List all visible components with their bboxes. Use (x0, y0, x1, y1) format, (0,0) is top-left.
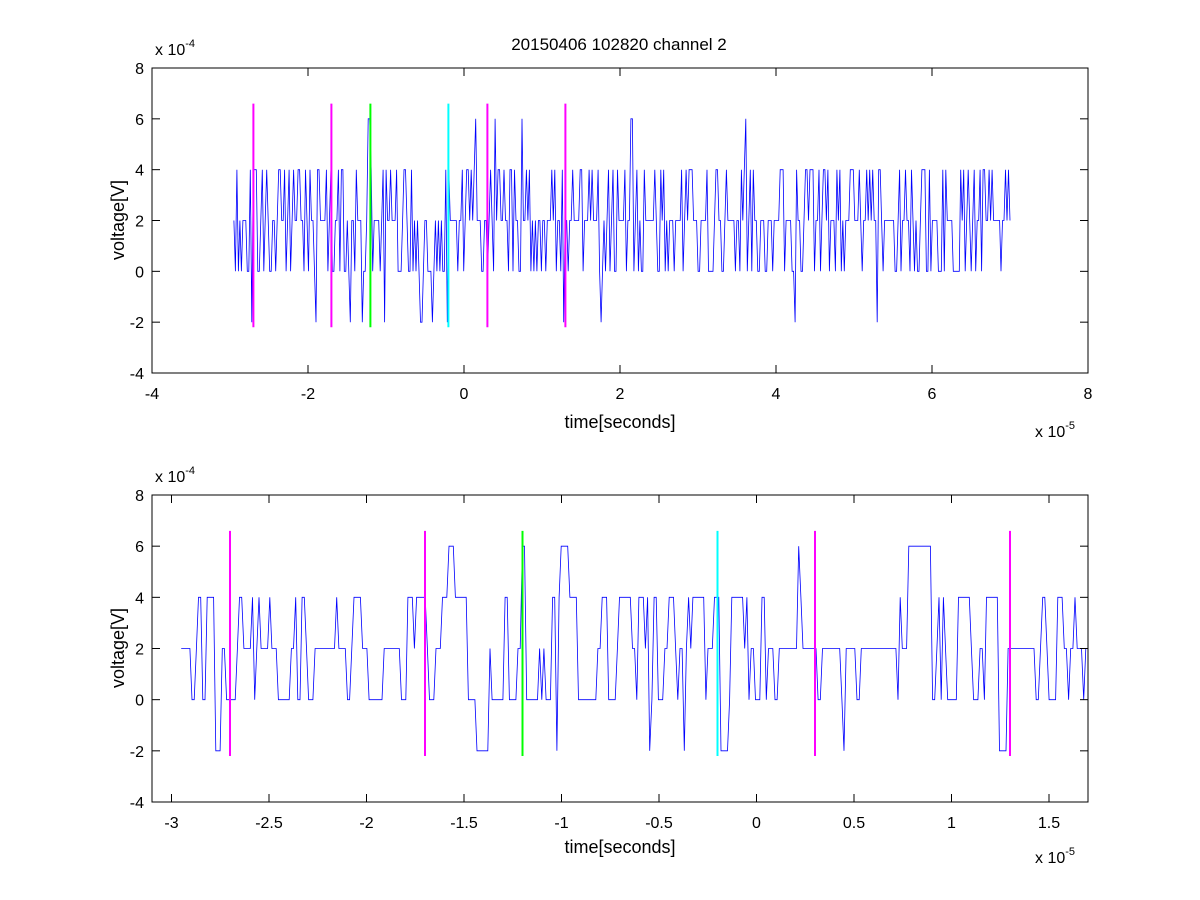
top-y-tick-label: 8 (135, 61, 144, 78)
top-x-tick-label: 2 (616, 386, 625, 403)
top-y-exponent: x 10-4 (155, 38, 195, 59)
top-x-tick-label: -2 (301, 386, 315, 403)
top-signal-trace (233, 118, 1011, 323)
top-y-tick-label: 2 (135, 214, 144, 231)
bottom-x-axis-label: time[seconds] (564, 837, 675, 857)
top-plot: -4 -2 0 2 4 6 8 -4 -2 0 2 4 6 8 time[seconds] voltage… (108, 38, 1093, 441)
figure-title: 20150406 102820 channel 2 (511, 35, 727, 54)
bottom-x-tick-label: -1 (554, 815, 568, 832)
top-y-tick-label: 4 (135, 163, 144, 180)
bottom-y-tick-label: 6 (135, 539, 144, 556)
top-signal-trace-group (233, 118, 1011, 323)
top-y-exponent-base: x 10 (155, 42, 185, 59)
bottom-x-tick-label: -1.5 (450, 815, 478, 832)
top-y-tick-label: -2 (130, 315, 144, 332)
top-y-tick-label: 0 (135, 264, 144, 281)
bottom-y-tick-label: 8 (135, 488, 144, 505)
bottom-x-tick-label: 0 (752, 815, 761, 832)
bottom-x-tick-label: 0.5 (843, 815, 865, 832)
bottom-y-tick-label: 4 (135, 590, 144, 607)
bottom-y-exponent: x 10-4 (155, 465, 195, 486)
top-y-tick-label: 6 (135, 112, 144, 129)
bottom-x-exponent-base: x 10 (1035, 850, 1065, 867)
bottom-plot: -3 -2.5 -2 -1.5 -1 -0.5 0 0.5 1 1.5 -4 -2 0 2 4 6 8 time… (108, 465, 1089, 867)
bottom-y-exponent-base: x 10 (155, 469, 185, 486)
top-axis-ticks: -4 -2 0 2 4 6 8 -4 -2 0 2 4 6 8 (130, 61, 1093, 403)
bottom-x-tick-label: 1.5 (1038, 815, 1060, 832)
bottom-x-tick-label: -0.5 (645, 815, 673, 832)
top-x-tick-label: 6 (928, 386, 937, 403)
top-x-exponent-base: x 10 (1035, 424, 1065, 441)
bottom-x-exponent: x 10-5 (1035, 846, 1075, 867)
top-event-markers (252, 103, 567, 328)
top-y-tick-label: -4 (130, 366, 144, 383)
bottom-y-tick-label: -2 (130, 744, 144, 761)
bottom-axis-ticks: -3 -2.5 -2 -1.5 -1 -0.5 0 0.5 1 1.5 -4 -2 0 2 4 6 8 (130, 488, 1088, 832)
top-x-axis-label: time[seconds] (564, 412, 675, 432)
top-y-exponent-power: -4 (185, 38, 195, 50)
top-x-exponent-power: -5 (1065, 420, 1075, 432)
bottom-x-tick-label: -2 (359, 815, 373, 832)
bottom-y-axis-label: voltage[V] (108, 608, 128, 688)
bottom-y-tick-label: 0 (135, 693, 144, 710)
bottom-y-tick-label: 2 (135, 642, 144, 659)
bottom-signal-trace (181, 545, 1088, 752)
top-x-tick-label: 4 (772, 386, 781, 403)
bottom-y-exponent-power: -4 (185, 465, 195, 477)
top-x-tick-label: 0 (460, 386, 469, 403)
bottom-x-tick-label: -2.5 (255, 815, 283, 832)
bottom-event-markers (229, 530, 1011, 756)
bottom-y-tick-label: -4 (130, 795, 144, 812)
bottom-signal-trace-group (181, 545, 1088, 752)
bottom-x-tick-label: 1 (947, 815, 956, 832)
bottom-x-tick-label: -3 (164, 815, 178, 832)
top-x-exponent: x 10-5 (1035, 420, 1075, 441)
top-y-axis-label: voltage[V] (108, 180, 128, 260)
bottom-x-exponent-power: -5 (1065, 846, 1075, 858)
top-x-tick-label: 8 (1084, 386, 1093, 403)
top-x-tick-label: -4 (145, 386, 159, 403)
